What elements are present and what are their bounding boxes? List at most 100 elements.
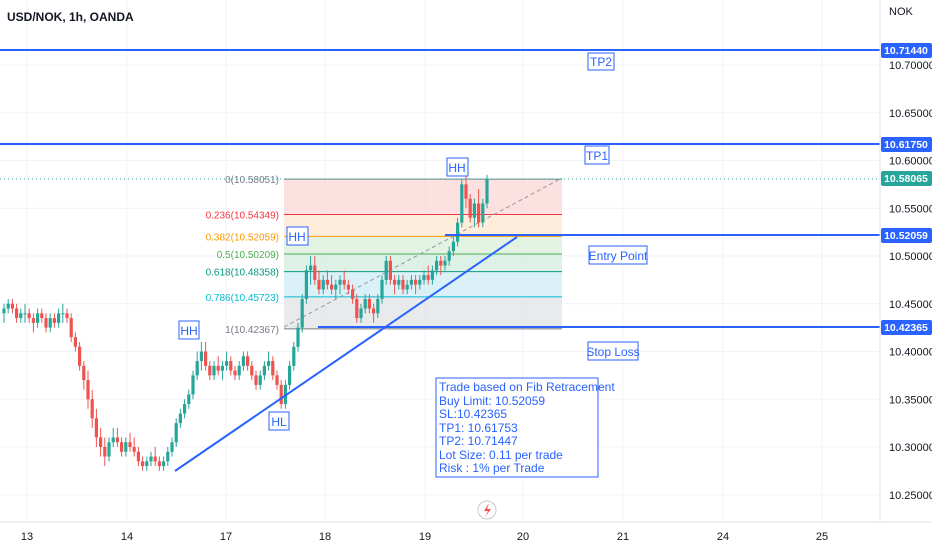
candle xyxy=(464,174,468,209)
price-tick-label: 10.60000 xyxy=(889,156,932,168)
candle xyxy=(178,408,182,428)
hl-label[interactable]: HL xyxy=(268,411,290,431)
candle xyxy=(153,447,157,467)
candle xyxy=(191,370,195,400)
fib-level-label: 0.618(10.48358) xyxy=(206,268,279,279)
candle xyxy=(456,217,460,247)
candle xyxy=(418,275,422,290)
trade-note-line: SL:10.42365 xyxy=(439,407,507,421)
candle xyxy=(73,332,77,352)
trade-note[interactable]: Trade based on Fib Retracement Buy Limit… xyxy=(435,377,618,478)
candle xyxy=(422,270,426,285)
lightning-icon[interactable] xyxy=(477,500,497,520)
candle xyxy=(31,313,35,333)
candle xyxy=(246,351,250,371)
candle xyxy=(275,370,279,390)
hl-label-text: HL xyxy=(271,415,287,429)
hh-label-1[interactable]: HH xyxy=(178,320,200,340)
candle xyxy=(183,399,187,419)
candle xyxy=(82,361,86,390)
candle xyxy=(426,265,430,285)
candle xyxy=(468,193,472,223)
price-tick-label: 10.70000 xyxy=(889,60,932,72)
candle xyxy=(397,275,401,290)
entry-point-label[interactable]: Entry Point xyxy=(588,245,648,265)
candle xyxy=(166,447,170,467)
candle xyxy=(27,308,31,323)
fib-retracement[interactable]: 0(10.58051) 0.236(10.54349) 0.382(10.52059… xyxy=(206,175,562,336)
candle xyxy=(296,322,300,352)
time-axis[interactable] xyxy=(0,522,880,550)
candle xyxy=(61,303,65,323)
candle xyxy=(342,270,346,290)
candle xyxy=(346,279,350,295)
candle xyxy=(367,294,371,314)
candle xyxy=(372,303,376,323)
fib-level-label: 0.786(10.45723) xyxy=(206,293,279,304)
candle xyxy=(52,313,56,328)
stop-loss-label[interactable]: Stop Loss xyxy=(586,341,640,361)
trade-note-text: Trade based on Fib Retracement Buy Limit… xyxy=(439,380,618,475)
trendline[interactable] xyxy=(174,236,518,472)
trade-note-line: Lot Size: 0.11 per trade xyxy=(439,448,563,462)
candle xyxy=(414,275,418,295)
tp1-price-tag: 10.61750 xyxy=(881,137,932,152)
trade-note-line: Risk : 1% per Trade xyxy=(439,461,545,475)
price-tick-label: 10.45000 xyxy=(889,299,932,311)
trade-note-line: TP1: 10.61753 xyxy=(439,421,518,435)
time-tick-label: 13 xyxy=(21,531,33,543)
hh-label-2[interactable]: HH xyxy=(286,226,309,246)
price-tick-label: 10.40000 xyxy=(889,347,932,359)
candle xyxy=(225,351,229,371)
entry-price-tag: 10.52059 xyxy=(881,228,932,243)
candle xyxy=(40,308,44,323)
fib-level-label: 1(10.42367) xyxy=(225,325,279,336)
candle xyxy=(187,389,191,409)
candle xyxy=(162,456,166,471)
candle xyxy=(472,198,476,228)
candle xyxy=(103,437,107,467)
candle xyxy=(136,447,140,467)
candle xyxy=(401,275,405,295)
candle xyxy=(19,308,23,323)
candle xyxy=(6,298,10,314)
fib-level-label: 0.382(10.52059) xyxy=(206,232,279,243)
tp1-label[interactable]: TP1 xyxy=(584,145,610,165)
candle xyxy=(430,265,434,285)
candle xyxy=(376,294,380,319)
candle xyxy=(250,361,254,381)
candle xyxy=(481,198,485,228)
candle xyxy=(145,456,149,471)
symbol-title: USD/NOK, 1h, OANDA xyxy=(7,10,134,24)
candle xyxy=(439,256,443,276)
price-tick-label: 10.50000 xyxy=(889,251,932,263)
price-tick-label: 10.65000 xyxy=(889,108,932,120)
candle xyxy=(363,294,367,314)
candle xyxy=(351,284,355,304)
candle xyxy=(267,351,271,371)
hh-label-3[interactable]: HH xyxy=(446,157,469,177)
time-tick-label: 19 xyxy=(419,531,431,543)
price-axis[interactable] xyxy=(880,0,932,550)
candle xyxy=(78,341,82,371)
candle xyxy=(380,275,384,304)
candle xyxy=(36,308,40,328)
candle xyxy=(48,313,52,333)
candle xyxy=(111,427,115,447)
candle xyxy=(258,370,262,390)
current-price-tag-text: 10.58065 xyxy=(884,173,928,185)
candle xyxy=(304,265,308,304)
candle xyxy=(149,451,153,467)
tp2-label[interactable]: TP2 xyxy=(587,52,615,71)
fib-zone xyxy=(284,179,562,215)
candle xyxy=(90,389,94,428)
tp1-label-text: TP1 xyxy=(586,149,608,163)
candle xyxy=(409,275,413,290)
fib-zone xyxy=(284,254,562,272)
candle xyxy=(57,308,61,328)
fib-level-label: 0.5(10.50209) xyxy=(217,250,279,261)
candle xyxy=(170,437,174,457)
time-tick-label: 20 xyxy=(517,531,529,543)
candle xyxy=(292,341,296,371)
